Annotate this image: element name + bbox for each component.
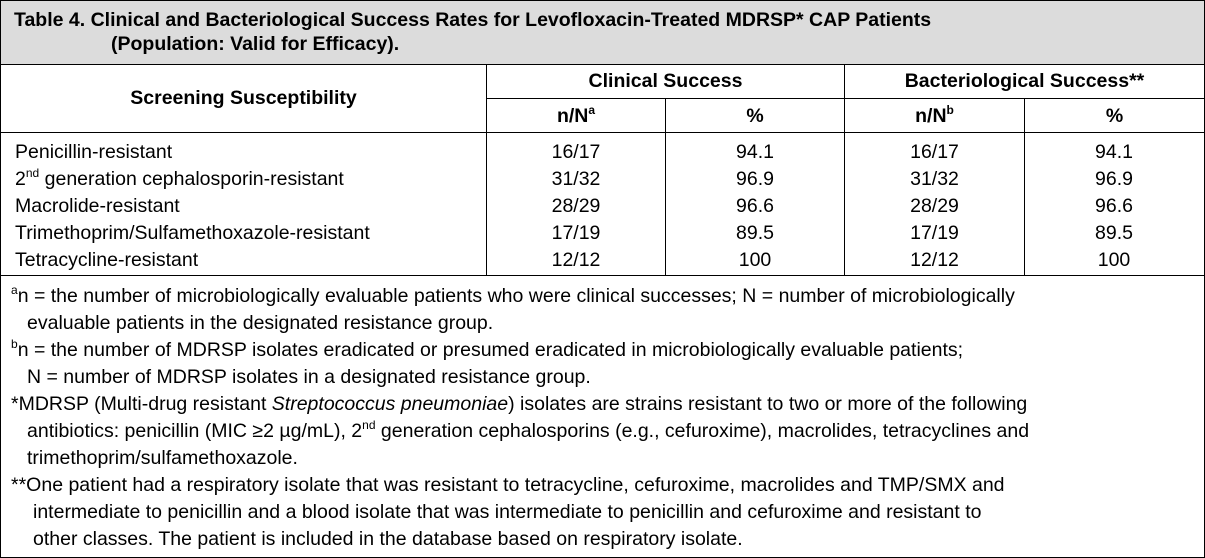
cell-bacterio-nN: 28/29 [910,195,959,217]
header-bacterio-pct: % [1105,105,1124,127]
row-label: 2nd generation cephalosporin-resistant [15,166,344,193]
row-label-sup: nd [25,165,40,180]
footnote-mdrsp-line-2: antibiotics: penicillin (MIC ≥2 µg/mL), … [27,418,1029,445]
cell-bacterio-pct: 89.5 [1095,222,1133,244]
table-row: Macrolide-resistant 28/29 96.6 28/29 96.… [1,193,1204,220]
body-bottom-rule [1,275,1204,276]
footnote-a-text-1: n = the number of microbiologically eval… [17,285,1015,307]
row-label: Trimethoprim/Sulfamethoxazole-resistant [15,220,370,247]
cell-clinical-pct: 100 [738,249,772,271]
table-row: Trimethoprim/Sulfamethoxazole-resistant … [1,220,1204,247]
footnote-double-star-line-1: **One patient had a respiratory isolate … [11,474,1005,496]
footnote-a: an = the number of microbiologically eva… [11,283,1201,337]
cell-bacterio-nN: 17/19 [910,222,959,244]
header-divider-3 [665,99,666,132]
cell-bacterio-pct: 94.1 [1095,141,1133,163]
table-row: Penicillin-resistant 16/17 94.1 16/17 94… [1,139,1204,166]
cell-bacterio-nN: 12/12 [910,249,959,271]
caption-line-1: Table 4. Clinical and Bacteriological Su… [14,9,932,31]
row-label: Tetracycline-resistant [15,247,198,274]
body-divider-2 [665,133,666,275]
cell-bacterio-nN: 16/17 [910,141,959,163]
footnote-double-star: **One patient had a respiratory isolate … [11,472,1201,553]
row-label: Penicillin-resistant [15,139,172,166]
table-row: Tetracycline-resistant 12/12 100 12/12 1… [1,247,1204,274]
footnote-b-line-2: N = number of MDRSP isolates in a design… [27,366,591,388]
cell-bacterio-pct: 96.6 [1095,195,1133,217]
header-clinical-nN: n/Na [487,102,665,128]
table-row: 2nd generation cephalosporin-resistant 3… [1,166,1204,193]
header-bottom-rule [1,132,1204,133]
footnote-mdrsp-sup: nd [362,417,376,432]
header-screening-susceptibility: Screening Susceptibility [130,87,357,109]
header-clinical-nN-text: n/N [556,105,589,127]
row-label-text: Trimethoprim/Sulfamethoxazole-resistant [15,222,370,244]
footnote-double-star-line-2: intermediate to penicillin and a blood i… [33,501,982,523]
header-bacterio-nN-sup: b [946,102,954,117]
footnote-a-mark: a [11,282,18,297]
footnote-b-line-1: bn = the number of MDRSP isolates eradic… [11,337,963,364]
footnote-mdrsp-text-2a: antibiotics: penicillin (MIC ≥2 µg/mL), … [27,420,363,442]
row-label-text: 2 [15,168,26,190]
caption-line-2: (Population: Valid for Efficacy). [111,33,400,55]
footnote-mdrsp-text-1b: ) isolates are strains resistant to two … [508,393,1028,415]
footnote-mdrsp-text-1a: *MDRSP (Multi-drug resistant [11,393,272,415]
header-subrule [486,98,1204,99]
footnote-a-line-1: an = the number of microbiologically eva… [11,283,1015,310]
body-divider-3 [844,133,845,275]
header-bacterio-nN: n/Nb [845,102,1024,128]
footnote-mdrsp-text-2b: generation cephalosporins (e.g., cefurox… [375,420,1030,442]
row-label: Macrolide-resistant [15,193,180,220]
body-divider-4 [1024,133,1025,275]
header-clinical-success: Clinical Success [588,70,743,92]
cell-clinical-pct: 89.5 [736,222,774,244]
header-bacteriological-success: Bacteriological Success** [904,70,1145,92]
footnote-mdrsp-line-1: *MDRSP (Multi-drug resistant Streptococc… [11,391,1027,418]
row-label-text: Macrolide-resistant [15,195,180,217]
header-bacterio-nN-text: n/N [915,105,947,127]
cell-clinical-pct: 96.6 [736,195,774,217]
cell-bacterio-pct: 100 [1097,249,1131,271]
footnote-mdrsp: *MDRSP (Multi-drug resistant Streptococc… [11,391,1201,472]
cell-clinical-nN: 12/12 [551,249,601,271]
footnote-a-line-2: evaluable patients in the designated res… [27,312,494,334]
cell-clinical-nN: 16/17 [551,141,601,163]
header-clinical-pct: % [746,105,764,127]
footnote-double-star-line-3: other classes. The patient is included i… [33,528,743,550]
footnote-b-text-1: n = the number of MDRSP isolates eradica… [17,339,964,361]
header-clinical-nN-sup: a [588,102,596,117]
cell-clinical-pct: 96.9 [736,168,774,190]
header-divider-4 [1024,99,1025,132]
row-label-text: Tetracycline-resistant [15,249,199,271]
cell-clinical-pct: 94.1 [736,141,774,163]
body-divider-1 [486,133,487,275]
cell-bacterio-pct: 96.9 [1095,168,1133,190]
row-label-text: Penicillin-resistant [15,141,173,163]
cell-clinical-nN: 17/19 [551,222,601,244]
footnote-mdrsp-species: Streptococcus pneumoniae [271,393,509,415]
cell-bacterio-nN: 31/32 [910,168,959,190]
footnote-mdrsp-line-3: trimethoprim/sulfamethoxazole. [27,447,298,469]
footnote-b-mark: b [11,336,18,351]
table-caption: Table 4. Clinical and Bacteriological Su… [1,1,1204,65]
footnote-b: bn = the number of MDRSP isolates eradic… [11,337,1201,391]
cell-clinical-nN: 31/32 [551,168,601,190]
cell-clinical-nN: 28/29 [551,195,601,217]
row-label-rest: generation cephalosporin-resistant [39,168,344,190]
